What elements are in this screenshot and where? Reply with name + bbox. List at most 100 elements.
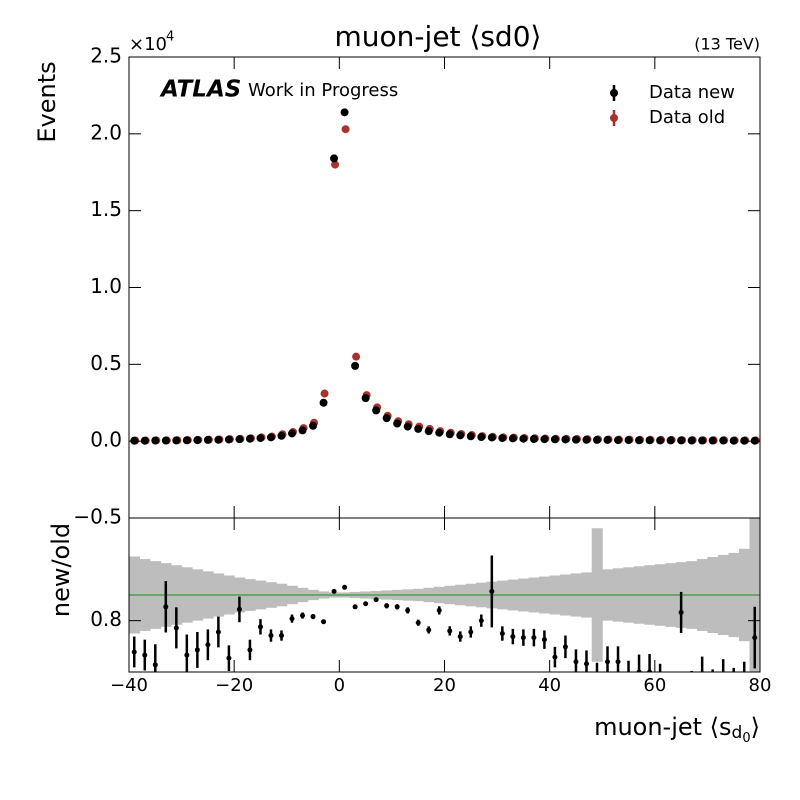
main-plot (130, 108, 760, 445)
ratio-point (131, 649, 137, 655)
ratio-point (142, 652, 148, 658)
y-tick-label: 2.0 (90, 120, 122, 144)
data-point (729, 436, 738, 445)
ratio-point (710, 690, 715, 695)
data-point (708, 436, 717, 445)
data-point (393, 419, 402, 428)
ratio-point (668, 690, 673, 695)
ratio-point (405, 607, 411, 613)
data-point (309, 421, 318, 430)
x-label-subsub: 0 (742, 731, 750, 746)
data-point (320, 389, 329, 398)
ratio-point (426, 627, 432, 633)
data-point (298, 426, 307, 435)
ratio-point (289, 616, 295, 622)
ratio-point (194, 647, 200, 653)
data-point (561, 435, 570, 444)
ratio-point (310, 614, 316, 620)
data-point (582, 435, 591, 444)
ratio-point (468, 629, 474, 635)
energy-label: (13 TeV) (694, 35, 760, 54)
legend-label: Data new (649, 82, 735, 103)
ratio-y-label: new/old (47, 523, 75, 617)
ratio-point (721, 680, 726, 685)
data-point (151, 436, 160, 445)
ratio-point (205, 642, 211, 648)
x-tick-label: −40 (110, 675, 148, 696)
ratio-point (510, 634, 516, 640)
status-label: Work in Progress (248, 80, 398, 101)
data-point (235, 435, 244, 444)
data-point (203, 435, 212, 444)
data-point (352, 352, 361, 361)
data-point (498, 434, 507, 443)
y-tick-label: −0.5 (73, 505, 122, 529)
data-point (540, 435, 549, 444)
data-point (361, 394, 370, 403)
data-point (698, 436, 707, 445)
y-tick-label: 0.5 (90, 351, 122, 375)
ratio-point (700, 675, 705, 680)
x-tick-label: 20 (433, 675, 456, 696)
x-tick-label: −20 (215, 675, 253, 696)
data-point (603, 435, 612, 444)
ratio-point (331, 588, 337, 594)
y-tick-label: 2.5 (90, 44, 122, 68)
ratio-y-tick-label: 0.8 (90, 607, 122, 631)
ratio-point (415, 620, 421, 626)
x-tick-label: 40 (538, 675, 561, 696)
data-point (571, 435, 580, 444)
data-point (341, 125, 350, 134)
ratio-point (352, 604, 358, 610)
data-point (224, 435, 233, 444)
x-label-main: muon-jet ⟨s (594, 713, 731, 741)
ratio-point (541, 637, 547, 643)
data-point (382, 414, 391, 423)
x-tick-label: 60 (643, 675, 666, 696)
x-axis-label: muon-jet ⟨sd0⟩ (594, 713, 760, 746)
scale-base: ×10 (129, 34, 167, 55)
ratio-point (689, 690, 694, 695)
ratio-point (436, 607, 442, 613)
ratio-point (321, 619, 327, 625)
ratio-point (605, 659, 611, 665)
y-axis-label: Events (33, 61, 61, 142)
data-point (256, 434, 265, 443)
experiment-label: ATLAS (159, 77, 241, 103)
data-point (687, 436, 696, 445)
ratio-point (678, 609, 684, 615)
ratio-point (236, 606, 242, 612)
ratio-point (489, 588, 495, 594)
legend-marker (610, 114, 618, 122)
data-point (740, 436, 749, 445)
chart-title: muon-jet ⟨sd0⟩ (335, 20, 542, 53)
y-tick-label: 0.0 (90, 428, 122, 452)
data-point (624, 436, 633, 445)
legend-label: Data old (649, 107, 725, 128)
ratio-point (573, 659, 579, 665)
data-point (277, 431, 286, 440)
ratio-point (247, 647, 253, 653)
data-point (529, 435, 538, 444)
data-point (331, 160, 340, 169)
ratio-point (594, 675, 599, 680)
x-label-sub: d (732, 723, 743, 743)
ratio-point (215, 629, 221, 635)
ratio-point (384, 603, 390, 609)
ratio-point (373, 597, 379, 603)
data-point (445, 430, 454, 439)
ratio-point (531, 635, 537, 641)
data-point (161, 436, 170, 445)
ratio-point (752, 635, 758, 641)
data-point (677, 436, 686, 445)
data-point (340, 108, 349, 117)
data-point (330, 154, 339, 163)
ratio-point (562, 644, 568, 650)
ratio-point (173, 625, 179, 631)
data-point (635, 436, 644, 445)
data-point (182, 436, 191, 445)
ratio-point (268, 633, 274, 639)
x-label-end: ⟩ (751, 713, 760, 741)
ratio-point (478, 618, 484, 624)
scale-exponent: 4 (166, 30, 174, 45)
